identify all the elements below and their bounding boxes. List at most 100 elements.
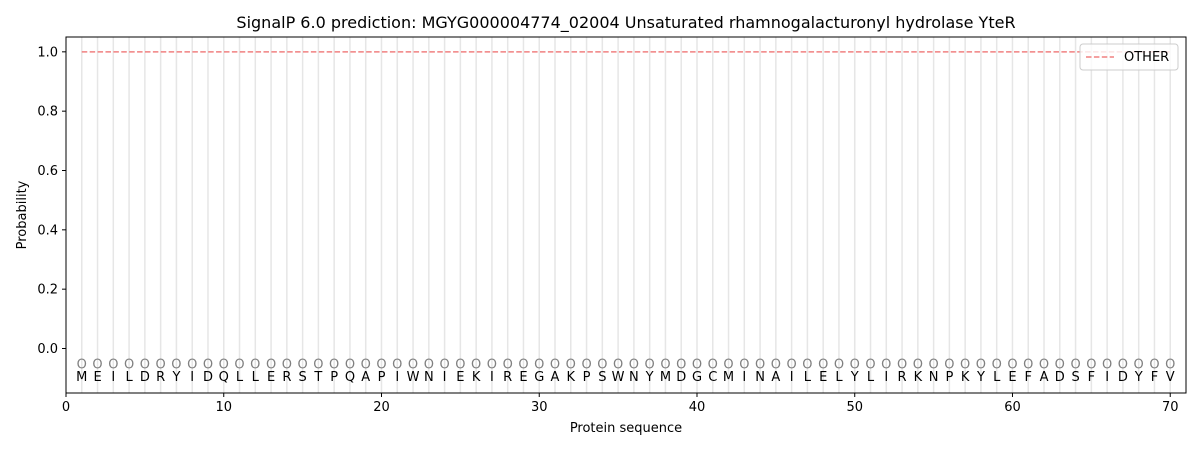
prediction-label: O [928, 357, 938, 372]
residue-label: A [551, 370, 560, 385]
x-tick-label: 0 [62, 400, 70, 415]
prediction-label: O [723, 357, 733, 372]
residue-label: L [835, 370, 843, 385]
prediction-label: O [1102, 357, 1112, 372]
prediction-label: O [834, 357, 844, 372]
prediction-label: O [708, 357, 718, 372]
prediction-label: O [298, 357, 308, 372]
residue-label: L [867, 370, 875, 385]
prediction-label: O [250, 357, 260, 372]
residue-label: G [534, 370, 544, 385]
residue-label: E [1008, 370, 1016, 385]
residue-label: P [330, 370, 338, 385]
residue-label: E [519, 370, 527, 385]
prediction-label: O [944, 357, 954, 372]
residue-label: I [111, 370, 115, 385]
y-tick-label: 0.6 [37, 164, 58, 179]
residue-label: S [1071, 370, 1079, 385]
prediction-label: O [1086, 357, 1096, 372]
prediction-label: O [1023, 357, 1033, 372]
prediction-label: O [787, 357, 797, 372]
x-tick-label: 50 [846, 400, 863, 415]
prediction-label: O [1039, 357, 1049, 372]
prediction-label: O [124, 357, 134, 372]
prediction-label: O [865, 357, 875, 372]
residue-label: D [1118, 370, 1128, 385]
prediction-label: O [266, 357, 276, 372]
residue-label: I [490, 370, 494, 385]
residue-label: L [236, 370, 244, 385]
prediction-label: O [376, 357, 386, 372]
prediction-label: O [203, 357, 213, 372]
x-tick-label: 20 [373, 400, 390, 415]
residue-label: C [708, 370, 717, 385]
residue-label: Y [1134, 370, 1143, 385]
prediction-label: O [1055, 357, 1065, 372]
prediction-label: O [802, 357, 812, 372]
prediction-label: O [850, 357, 860, 372]
prediction-label: O [771, 357, 781, 372]
prediction-label: O [345, 357, 355, 372]
residue-label: L [125, 370, 133, 385]
residue-label: K [472, 370, 481, 385]
prediction-label: O [503, 357, 513, 372]
x-tick-label: 30 [531, 400, 548, 415]
residue-label: I [884, 370, 888, 385]
prediction-label: O [566, 357, 576, 372]
x-axis-label: Protein sequence [570, 421, 682, 436]
residue-label: Q [219, 370, 229, 385]
residue-label: W [407, 370, 420, 385]
residue-label: I [1105, 370, 1109, 385]
prediction-label: O [424, 357, 434, 372]
residue-label: A [1040, 370, 1049, 385]
residue-label: K [914, 370, 923, 385]
prediction-label: O [976, 357, 986, 372]
prediction-label: O [1070, 357, 1080, 372]
prediction-label: O [313, 357, 323, 372]
residue-label: R [898, 370, 907, 385]
prediction-label: O [645, 357, 655, 372]
prediction-label: O [739, 357, 749, 372]
prediction-label: O [140, 357, 150, 372]
prediction-label: O [1007, 357, 1017, 372]
prediction-label: O [913, 357, 923, 372]
prediction-label: O [897, 357, 907, 372]
residue-label: L [804, 370, 812, 385]
prediction-label: O [818, 357, 828, 372]
residue-label: Y [171, 370, 180, 385]
prediction-label: O [156, 357, 166, 372]
prediction-label: O [455, 357, 465, 372]
residue-label: K [567, 370, 576, 385]
y-tick-label: 0.2 [37, 283, 58, 298]
y-axis-label: Probability [15, 180, 30, 249]
prediction-label: O [282, 357, 292, 372]
residue-label: P [378, 370, 386, 385]
residue-label: W [612, 370, 625, 385]
prediction-label: O [881, 357, 891, 372]
legend: OTHER [1079, 43, 1179, 71]
prediction-label: O [1149, 357, 1159, 372]
residue-label: I [395, 370, 399, 385]
residue-label: P [583, 370, 591, 385]
residue-label: S [598, 370, 606, 385]
prediction-label: O [629, 357, 639, 372]
y-tick-label: 0.8 [37, 105, 58, 120]
prediction-label: O [992, 357, 1002, 372]
residue-label: P [945, 370, 953, 385]
y-tick-label: 0.0 [37, 342, 58, 357]
prediction-label: O [581, 357, 591, 372]
residue-label: E [93, 370, 101, 385]
residue-label: D [1055, 370, 1065, 385]
residue-label: F [1025, 370, 1032, 385]
prediction-label: O [187, 357, 197, 372]
prediction-label: O [392, 357, 402, 372]
prediction-label: O [692, 357, 702, 372]
residue-label: A [361, 370, 370, 385]
prediction-label: O [108, 357, 118, 372]
residue-label: F [1151, 370, 1158, 385]
prediction-label: O [550, 357, 560, 372]
residue-label: Q [345, 370, 355, 385]
prediction-label: O [92, 357, 102, 372]
residue-label: N [424, 370, 434, 385]
